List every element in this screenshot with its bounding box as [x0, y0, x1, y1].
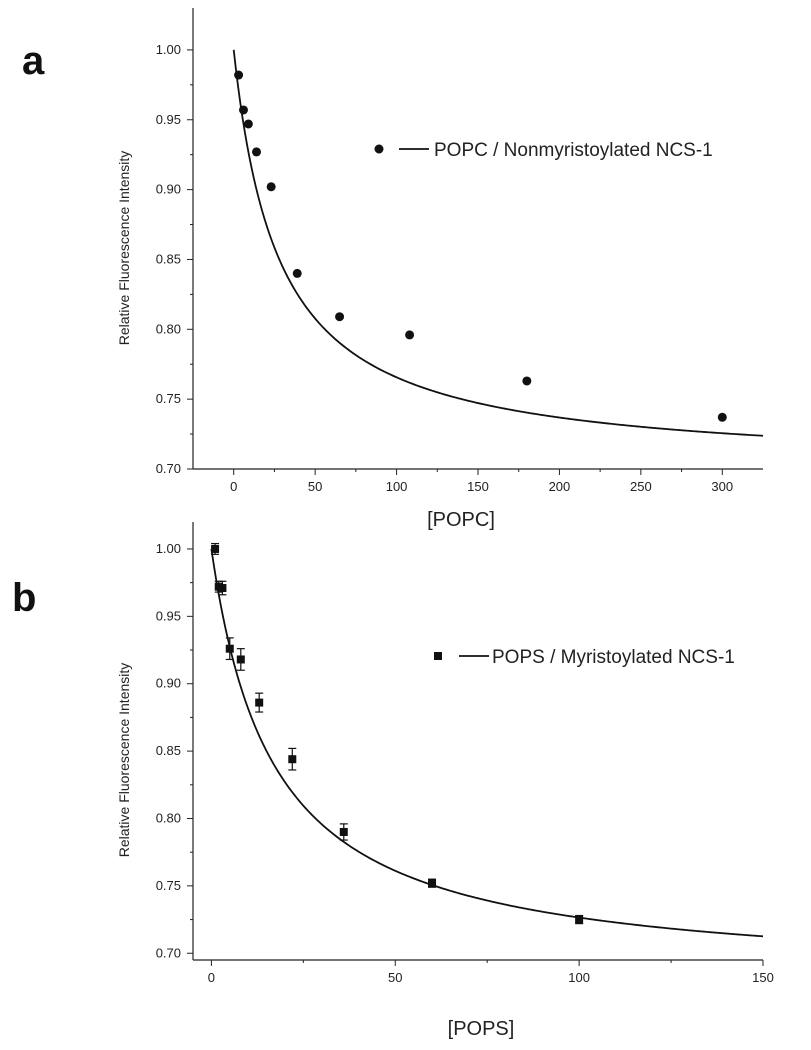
panel-a-fit — [232, 49, 764, 437]
panel-b-xlabel: [POPS] — [448, 1018, 515, 1040]
fit-curve — [210, 548, 764, 938]
panel-b-legend-marker — [434, 652, 442, 660]
panel-a-letter: a — [22, 39, 45, 83]
panel-b-ticks: 0.70 0.75 0.80 0.85 0.90 0.95 1.00 0 50 100 150 — [156, 541, 774, 985]
y-tick-label: 0.85 — [156, 251, 181, 266]
y-tick-label: 1.00 — [156, 541, 181, 556]
panel-b-points — [211, 542, 584, 925]
data-point — [405, 330, 415, 340]
y-tick-label: 1.00 — [156, 42, 181, 57]
panel-b: b Relative Fluorescence Intensity [POPS]… — [12, 522, 774, 1040]
data-point — [218, 584, 227, 593]
x-tick-label: 50 — [308, 479, 322, 494]
x-tick-label: 250 — [630, 479, 652, 494]
data-point — [236, 655, 245, 664]
y-tick-label: 0.80 — [156, 810, 181, 825]
data-point — [211, 544, 220, 553]
x-tick-label: 150 — [467, 479, 489, 494]
y-tick-label: 0.70 — [156, 461, 181, 476]
data-point — [266, 182, 276, 192]
panel-a-legend: POPC / Nonmyristoylated NCS-1 — [374, 140, 713, 161]
x-tick-label: 0 — [230, 479, 237, 494]
y-tick-label: 0.85 — [156, 743, 181, 758]
data-point — [428, 879, 437, 888]
data-point — [252, 147, 262, 157]
data-point — [255, 698, 264, 707]
data-point — [288, 755, 297, 764]
x-tick-label: 0 — [208, 970, 215, 985]
data-point — [575, 915, 584, 924]
data-point — [292, 268, 302, 278]
panel-a-ylabel: Relative Fluorescence Intensity — [116, 151, 132, 346]
data-point — [339, 827, 348, 836]
panel-a-ticks: 0.70 0.75 0.80 0.85 0.90 0.95 1.00 0 50 100 150 200… — [156, 42, 733, 494]
x-tick-label: 200 — [549, 479, 571, 494]
panel-b-axes — [192, 522, 763, 961]
y-tick-label: 0.90 — [156, 182, 181, 197]
x-tick-label: 50 — [388, 970, 402, 985]
panel-b-legend: POPS / Myristoylated NCS-1 — [434, 647, 735, 668]
y-tick-label: 0.80 — [156, 321, 181, 336]
y-tick-label: 0.75 — [156, 878, 181, 893]
x-tick-label: 100 — [386, 479, 408, 494]
y-tick-label: 0.75 — [156, 391, 181, 406]
fit-curve — [232, 49, 764, 437]
y-tick-label: 0.90 — [156, 676, 181, 691]
data-point — [522, 376, 532, 386]
data-point — [234, 70, 244, 80]
panel-b-ylabel: Relative Fluorescence Intensity — [116, 663, 132, 858]
y-tick-label: 0.95 — [156, 608, 181, 623]
data-point — [717, 412, 727, 422]
data-point — [243, 119, 253, 129]
panel-a-axes — [192, 8, 763, 470]
x-tick-label: 150 — [752, 970, 774, 985]
panel-a: a Relative Fluorescence Intensity [POPC]… — [22, 8, 764, 531]
data-point — [238, 105, 248, 115]
panel-b-letter: b — [12, 576, 36, 620]
panel-b-legend-label: POPS / Myristoylated NCS-1 — [492, 647, 735, 668]
y-tick-label: 0.70 — [156, 945, 181, 960]
data-point — [225, 644, 234, 653]
panel-a-xlabel: [POPC] — [427, 509, 495, 531]
panel-a-legend-marker — [374, 144, 384, 154]
y-tick-label: 0.95 — [156, 112, 181, 127]
x-tick-label: 100 — [568, 970, 590, 985]
panel-a-legend-label: POPC / Nonmyristoylated NCS-1 — [434, 140, 713, 161]
x-tick-label: 300 — [711, 479, 733, 494]
data-point — [335, 312, 345, 322]
panel-a-points — [234, 70, 727, 422]
panel-b-fit — [210, 548, 764, 938]
